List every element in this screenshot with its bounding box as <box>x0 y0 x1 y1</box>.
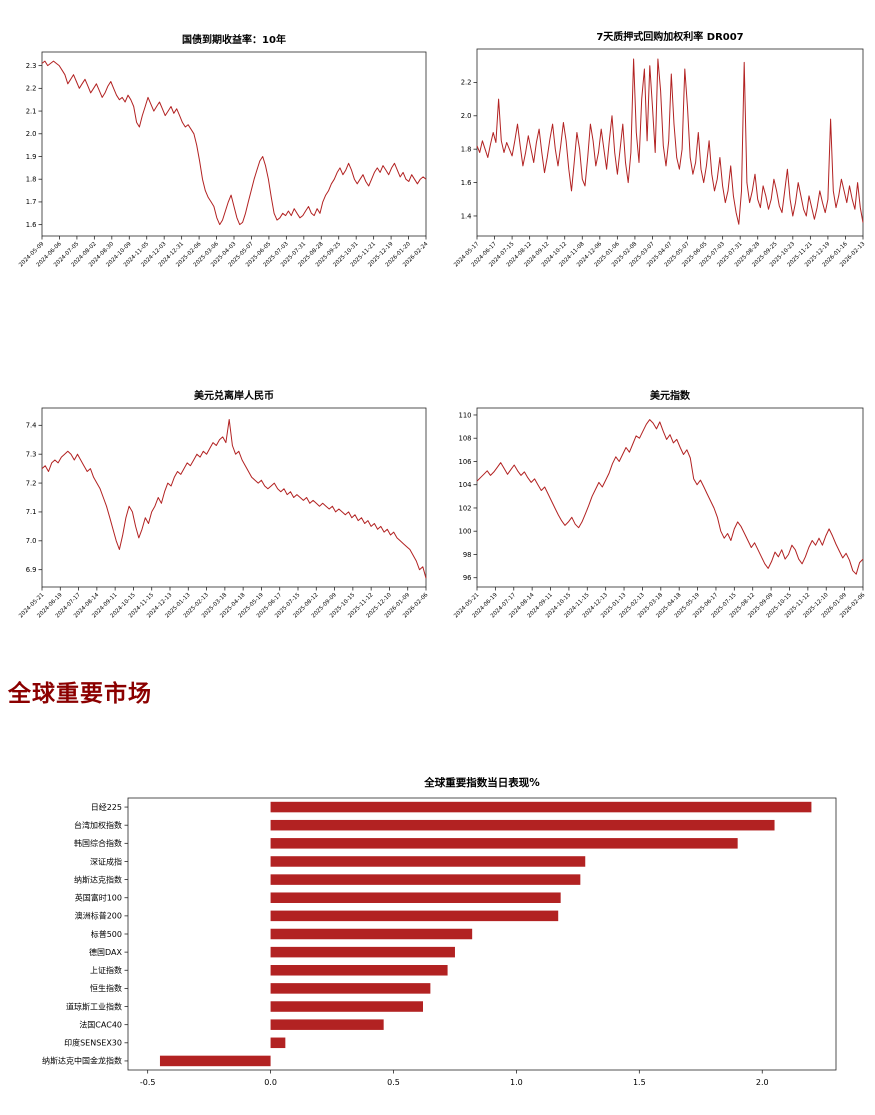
svg-text:7.0: 7.0 <box>26 537 37 545</box>
svg-text:印度SENSEX30: 印度SENSEX30 <box>64 1038 122 1048</box>
section-heading-global-markets: 全球重要市场 <box>8 680 152 707</box>
svg-text:道琼斯工业指数: 道琼斯工业指数 <box>66 1001 122 1011</box>
svg-text:韩国综合指数: 韩国综合指数 <box>74 838 122 848</box>
svg-text:0.5: 0.5 <box>387 1078 400 1087</box>
svg-text:96: 96 <box>463 574 472 582</box>
svg-text:7.4: 7.4 <box>26 422 37 430</box>
svg-text:上证指数: 上证指数 <box>90 965 122 975</box>
svg-text:104: 104 <box>459 481 472 489</box>
svg-text:-0.5: -0.5 <box>140 1078 156 1087</box>
svg-text:美元兑离岸人民币: 美元兑离岸人民币 <box>194 389 274 402</box>
svg-text:纳斯达克中国金龙指数: 纳斯达克中国金龙指数 <box>42 1056 122 1066</box>
svg-text:100: 100 <box>459 528 472 536</box>
svg-text:7.1: 7.1 <box>26 508 37 516</box>
svg-text:标普500: 标普500 <box>91 929 122 939</box>
svg-text:美元指数: 美元指数 <box>650 389 691 402</box>
svg-text:1.4: 1.4 <box>461 212 472 220</box>
svg-text:98: 98 <box>463 551 472 559</box>
chart-treasury-yield-10y: 国债到期收益率：10年 1.6 1.7 1.8 1.9 2.0 2.1 2.2 2.3 2024-… <box>6 30 434 292</box>
svg-text:7.2: 7.2 <box>26 479 37 487</box>
svg-text:澳洲标普200: 澳洲标普200 <box>75 911 122 921</box>
chart-usd-cnh: 美元兑离岸人民币 6.9 7.0 7.1 7.2 7.3 7.4 2024-05-21 2024… <box>6 386 434 643</box>
svg-text:2.0: 2.0 <box>461 112 472 120</box>
svg-text:102: 102 <box>459 504 472 512</box>
svg-text:1.8: 1.8 <box>26 176 37 184</box>
svg-text:1.6: 1.6 <box>461 179 472 187</box>
chart-dr007-repo-rate: 7天质押式回购加权利率 DR007 1.4 1.6 1.8 2.0 2.2 2024-05-… <box>441 27 871 292</box>
svg-text:1.6: 1.6 <box>26 221 37 229</box>
svg-text:0.0: 0.0 <box>264 1078 277 1087</box>
svg-text:2.2: 2.2 <box>26 85 37 93</box>
svg-text:110: 110 <box>459 411 472 419</box>
svg-text:6.9: 6.9 <box>26 566 37 574</box>
svg-text:1.8: 1.8 <box>461 145 472 153</box>
chart-global-indices-daily-performance: 全球重要指数当日表现% -0.5 0.0 0.5 1.0 1.5 2.0 日经225 台湾加权指… <box>10 772 866 1106</box>
svg-text:7.3: 7.3 <box>26 450 37 458</box>
svg-text:英国富时100: 英国富时100 <box>75 893 122 903</box>
svg-text:1.5: 1.5 <box>633 1078 646 1087</box>
svg-text:2.0: 2.0 <box>756 1078 769 1087</box>
svg-text:日经225: 日经225 <box>91 802 122 812</box>
svg-text:1.7: 1.7 <box>26 198 37 206</box>
svg-text:1.9: 1.9 <box>26 153 37 161</box>
svg-text:德国DAX: 德国DAX <box>89 947 122 957</box>
svg-text:台湾加权指数: 台湾加权指数 <box>74 820 122 830</box>
svg-text:2.3: 2.3 <box>26 62 37 70</box>
svg-text:纳斯达克指数: 纳斯达克指数 <box>74 874 122 884</box>
svg-text:2.2: 2.2 <box>461 79 472 87</box>
svg-text:法国CAC40: 法国CAC40 <box>79 1019 122 1029</box>
svg-text:深证成指: 深证成指 <box>90 856 122 866</box>
svg-text:7天质押式回购加权利率 DR007: 7天质押式回购加权利率 DR007 <box>596 30 743 43</box>
svg-text:108: 108 <box>459 435 472 443</box>
svg-text:2.0: 2.0 <box>26 130 37 138</box>
svg-text:106: 106 <box>459 458 472 466</box>
svg-text:恒生指数: 恒生指数 <box>90 983 122 993</box>
svg-text:1.0: 1.0 <box>510 1078 523 1087</box>
svg-text:全球重要指数当日表现%: 全球重要指数当日表现% <box>423 776 540 789</box>
svg-text:国债到期收益率：10年: 国债到期收益率：10年 <box>182 33 286 46</box>
svg-text:2.1: 2.1 <box>26 107 37 115</box>
chart-dollar-index: 美元指数 96 98 100 102 104 106 108 110 2024-05-21 2024… <box>441 386 871 643</box>
